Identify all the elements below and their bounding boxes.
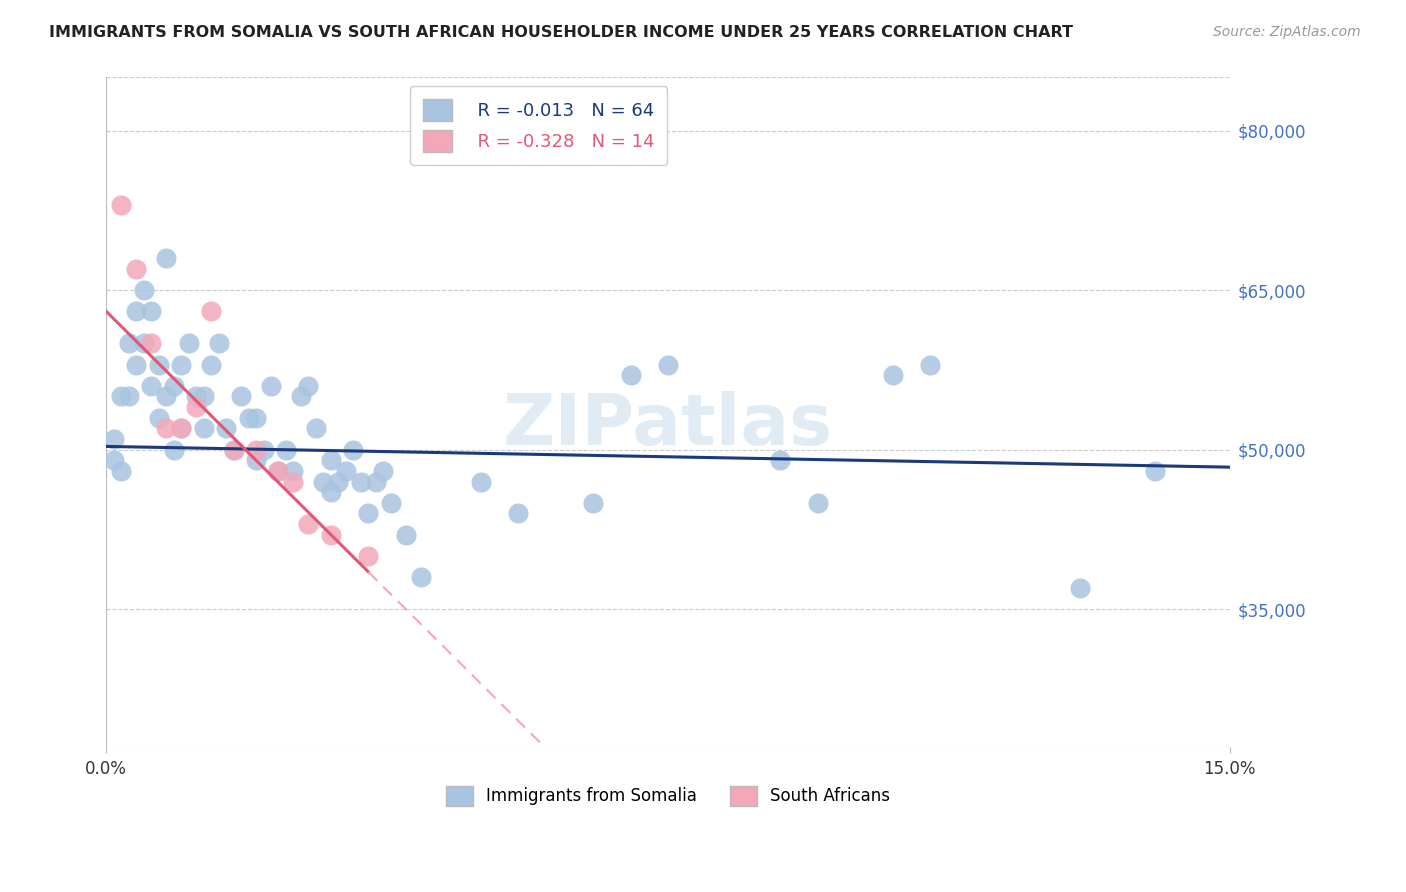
- Point: [132, 283, 155, 297]
- Point: [290, 389, 312, 403]
- Point: [125, 304, 148, 318]
- Point: [409, 570, 432, 584]
- Point: [283, 475, 305, 489]
- Legend: Immigrants from Somalia, South Africans: Immigrants from Somalia, South Africans: [439, 779, 897, 813]
- Text: IMMIGRANTS FROM SOMALIA VS SOUTH AFRICAN HOUSEHOLDER INCOME UNDER 25 YEARS CORRE: IMMIGRANTS FROM SOMALIA VS SOUTH AFRICAN…: [49, 25, 1073, 40]
- Point: [110, 389, 132, 403]
- Point: [141, 304, 163, 318]
- Point: [118, 389, 141, 403]
- Point: [283, 464, 305, 478]
- Point: [103, 432, 125, 446]
- Point: [103, 453, 125, 467]
- Point: [132, 336, 155, 351]
- Point: [207, 336, 229, 351]
- Point: [328, 475, 350, 489]
- Point: [380, 496, 402, 510]
- Point: [245, 410, 267, 425]
- Point: [163, 379, 186, 393]
- Point: [125, 261, 148, 276]
- Point: [470, 475, 492, 489]
- Text: ZIPatlas: ZIPatlas: [503, 392, 832, 460]
- Point: [335, 464, 357, 478]
- Point: [170, 358, 193, 372]
- Point: [319, 527, 342, 541]
- Point: [312, 475, 335, 489]
- Point: [125, 358, 148, 372]
- Point: [141, 379, 163, 393]
- Point: [920, 358, 942, 372]
- Point: [267, 464, 290, 478]
- Point: [807, 496, 830, 510]
- Point: [267, 464, 290, 478]
- Point: [215, 421, 238, 435]
- Point: [1143, 464, 1166, 478]
- Point: [148, 358, 170, 372]
- Point: [238, 410, 260, 425]
- Point: [155, 389, 177, 403]
- Point: [342, 442, 364, 457]
- Point: [170, 421, 193, 435]
- Point: [177, 336, 200, 351]
- Point: [882, 368, 904, 383]
- Point: [110, 464, 132, 478]
- Point: [357, 507, 380, 521]
- Point: [170, 421, 193, 435]
- Point: [155, 421, 177, 435]
- Point: [184, 400, 207, 414]
- Point: [200, 304, 222, 318]
- Point: [118, 336, 141, 351]
- Point: [193, 421, 215, 435]
- Point: [582, 496, 605, 510]
- Point: [297, 379, 319, 393]
- Point: [657, 358, 679, 372]
- Point: [222, 442, 245, 457]
- Point: [148, 410, 170, 425]
- Point: [245, 453, 267, 467]
- Point: [184, 389, 207, 403]
- Point: [193, 389, 215, 403]
- Point: [1069, 581, 1091, 595]
- Point: [395, 527, 418, 541]
- Point: [163, 442, 186, 457]
- Point: [357, 549, 380, 563]
- Point: [305, 421, 328, 435]
- Point: [297, 516, 319, 531]
- Point: [319, 453, 342, 467]
- Point: [364, 475, 387, 489]
- Point: [619, 368, 641, 383]
- Point: [350, 475, 373, 489]
- Text: Source: ZipAtlas.com: Source: ZipAtlas.com: [1213, 25, 1361, 39]
- Point: [319, 485, 342, 500]
- Point: [274, 442, 297, 457]
- Point: [373, 464, 395, 478]
- Point: [229, 389, 252, 403]
- Point: [141, 336, 163, 351]
- Point: [110, 198, 132, 212]
- Point: [155, 251, 177, 265]
- Point: [252, 442, 274, 457]
- Point: [245, 442, 267, 457]
- Point: [769, 453, 792, 467]
- Point: [222, 442, 245, 457]
- Point: [260, 379, 283, 393]
- Point: [508, 507, 530, 521]
- Point: [200, 358, 222, 372]
